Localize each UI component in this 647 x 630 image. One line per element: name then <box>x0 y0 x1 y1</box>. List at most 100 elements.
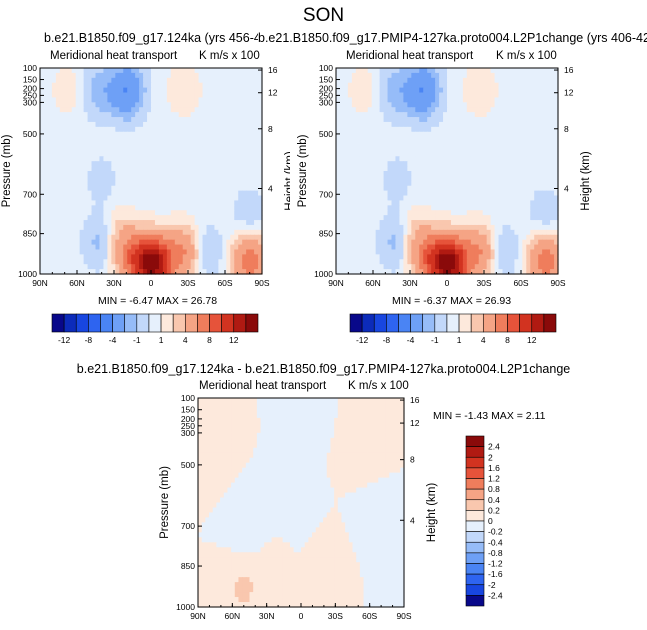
field-cell <box>550 249 555 255</box>
field-cell <box>395 117 401 123</box>
field-cell <box>447 205 452 211</box>
field-cell <box>40 205 45 211</box>
field-cell <box>79 229 85 236</box>
field-cell <box>206 264 212 270</box>
field-cell <box>210 92 216 99</box>
field-cell <box>494 229 500 236</box>
field-cell <box>443 136 448 143</box>
field-cell <box>190 185 196 192</box>
field-cell <box>395 180 401 187</box>
field-cell <box>111 234 116 241</box>
field-cell <box>387 195 393 202</box>
field-cell <box>158 249 164 255</box>
field-cell <box>71 68 77 74</box>
field-cell <box>359 136 365 143</box>
field-cell <box>246 220 251 226</box>
field-cell <box>222 87 227 94</box>
field-cell <box>538 224 543 231</box>
field-cell <box>95 215 101 221</box>
field-cell <box>379 200 385 206</box>
field-cell <box>371 102 377 108</box>
field-cell <box>415 254 420 260</box>
field-cell <box>202 200 208 206</box>
field-cell <box>534 195 539 202</box>
field-cell <box>107 112 112 118</box>
field-cell <box>339 244 345 251</box>
field-cell <box>419 171 424 177</box>
field-cell <box>367 249 373 255</box>
field-cell <box>162 112 168 118</box>
field-cell <box>375 215 381 221</box>
field-cell <box>450 239 456 246</box>
field-cell <box>178 97 184 103</box>
field-cell <box>218 195 223 202</box>
field-cell <box>462 205 468 211</box>
field-cell <box>75 82 81 89</box>
field-cell <box>139 107 144 113</box>
field-cell <box>147 136 152 143</box>
field-cell <box>115 97 120 103</box>
field-cell <box>470 224 476 231</box>
field-cell <box>75 249 81 255</box>
field-cell <box>474 121 480 128</box>
field-cell <box>238 402 243 409</box>
field-cell <box>550 92 555 99</box>
field-cell <box>162 92 168 99</box>
field-cell <box>375 156 381 162</box>
field-cell <box>411 156 416 162</box>
field-cell <box>107 244 112 251</box>
field-cell <box>59 126 65 133</box>
field-cell <box>198 180 204 187</box>
field-cell <box>111 180 116 187</box>
field-cell <box>55 92 61 99</box>
field-cell <box>242 259 247 265</box>
field-cell <box>190 151 196 157</box>
field-cell <box>91 136 97 143</box>
field-cell <box>431 229 436 236</box>
field-cell <box>95 264 101 270</box>
field-cell <box>83 264 89 270</box>
field-cell <box>182 205 188 211</box>
field-cell <box>411 190 416 197</box>
field-cell <box>399 68 404 74</box>
field-cell <box>95 161 101 167</box>
x-tick-label: 60S <box>513 278 528 288</box>
field-cell <box>454 205 460 211</box>
field-cell <box>143 190 148 197</box>
field-cell <box>336 205 341 211</box>
field-cell <box>87 117 93 123</box>
field-cell <box>435 200 440 206</box>
field-cell <box>458 117 464 123</box>
field-cell <box>474 126 480 133</box>
field-cell <box>234 151 239 157</box>
field-cell <box>75 136 81 143</box>
field-cell <box>71 112 77 118</box>
field-cell <box>395 151 401 157</box>
field-cell <box>514 205 519 211</box>
field-cell <box>99 171 105 177</box>
field-cell <box>454 210 460 216</box>
field-cell <box>250 249 255 255</box>
field-cell <box>522 87 527 94</box>
field-cell <box>363 195 369 202</box>
field-cell <box>154 175 160 182</box>
field-cell <box>411 107 416 113</box>
field-cell <box>339 166 345 172</box>
field-cell <box>234 136 239 143</box>
field-cell <box>546 254 551 260</box>
field-cell <box>371 126 377 133</box>
field-cell <box>423 72 428 79</box>
field-cell <box>371 161 377 167</box>
field-cell <box>242 190 247 197</box>
field-cell <box>336 234 341 241</box>
field-cell <box>494 210 500 216</box>
field-cell <box>339 87 345 94</box>
field-cell <box>51 190 57 197</box>
field-cell <box>40 117 45 123</box>
field-cell <box>95 205 101 211</box>
field-cell <box>367 234 373 241</box>
field-cell <box>339 141 345 148</box>
field-cell <box>399 269 404 275</box>
field-cell <box>534 264 539 270</box>
field-cell <box>43 190 49 197</box>
